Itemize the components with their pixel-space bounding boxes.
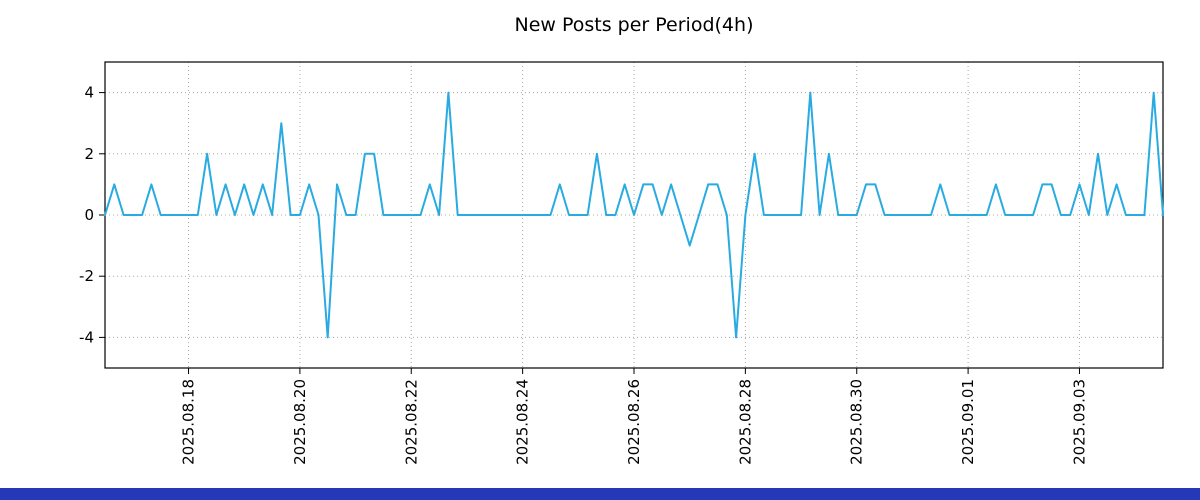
x-tick-label: 2025.08.24 (514, 379, 532, 465)
y-tick-label: 4 (84, 84, 94, 102)
series-line (104, 91, 1164, 339)
x-tick-labels: 2025.08.18 2025.08.20 2025.08.22 2025.08.24… (180, 379, 1089, 465)
x-tick-label: 2025.08.30 (848, 379, 866, 465)
x-tick-label: 2025.08.20 (291, 379, 309, 465)
axis-ticks (99, 92, 1080, 374)
x-tick-label: 2025.08.22 (402, 379, 420, 465)
x-tick-label: 2025.08.18 (180, 379, 198, 465)
y-tick-label: -4 (79, 328, 94, 346)
y-tick-label: -2 (79, 267, 94, 285)
x-tick-label: 2025.08.26 (625, 379, 643, 465)
x-tick-label: 2025.09.03 (1070, 379, 1088, 465)
y-tick-label: 2 (84, 145, 94, 163)
x-tick-label: 2025.08.28 (736, 379, 754, 465)
y-tick-label: 0 (84, 206, 94, 224)
x-tick-label: 2025.09.01 (959, 379, 977, 465)
chart-title: New Posts per Period(4h) (514, 14, 754, 36)
y-tick-labels: -4 -2 0 2 4 (79, 84, 94, 347)
bottom-window-bar (0, 488, 1200, 500)
